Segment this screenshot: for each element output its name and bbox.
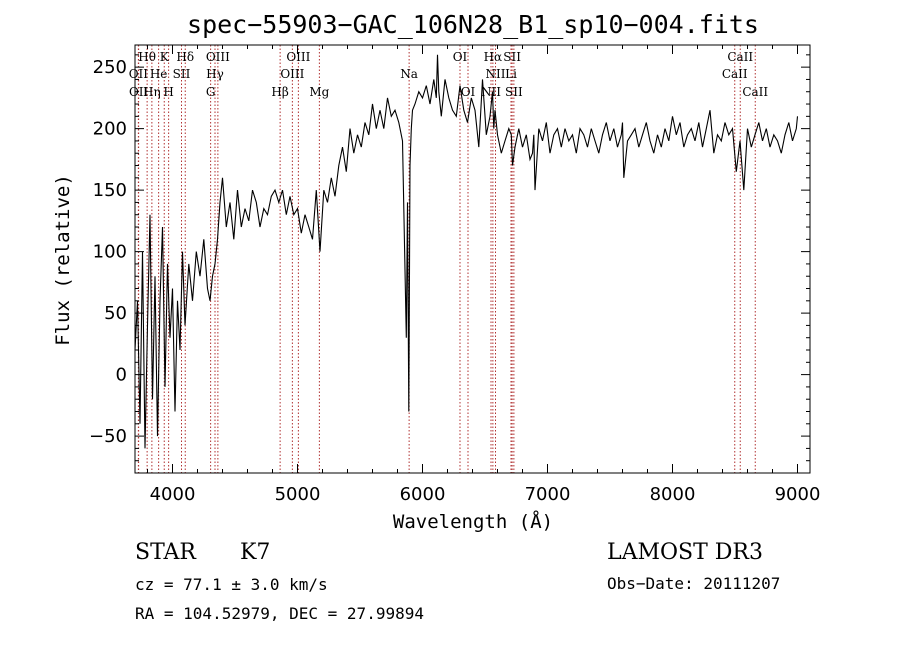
line-marker-label-23: NII xyxy=(481,85,501,99)
line-marker-label-15: Mg xyxy=(309,85,329,99)
line-marker-label-10: Hγ xyxy=(206,67,224,81)
line-marker-label-27: CaII xyxy=(742,85,768,99)
x-tick-label-4: 8000 xyxy=(650,484,696,505)
line-marker-label-16: Na xyxy=(400,67,418,81)
x-tick-label-0: 4000 xyxy=(150,484,196,505)
x-tick-label-1: 5000 xyxy=(275,484,321,505)
line-marker-label-14: Hβ xyxy=(271,85,288,99)
line-marker-label-17: OI xyxy=(453,50,468,64)
y-tick-label-0: −50 xyxy=(89,426,127,447)
x-tick-label-3: 7000 xyxy=(525,484,571,505)
x-tick-label-2: 6000 xyxy=(400,484,446,505)
y-axis-label: Flux (relative) xyxy=(52,174,74,346)
y-tick-label-1: 0 xyxy=(116,365,127,386)
line-marker-label-25: CaII xyxy=(727,50,753,64)
y-tick-label-2: 50 xyxy=(104,303,127,324)
line-marker-label-18: OI xyxy=(461,85,476,99)
spectrum-line xyxy=(134,54,799,449)
x-axis-label: Wavelength (Å) xyxy=(393,510,553,533)
y-tick-label-3: 100 xyxy=(93,242,127,263)
line-marker-label-21: NII xyxy=(486,67,506,81)
line-marker-label-6: Hδ xyxy=(176,50,194,64)
y-axis-ticks: −50 0 50 100 150 200 250 xyxy=(89,54,810,462)
line-marker-label-7: SII xyxy=(173,67,191,81)
survey-name: LAMOST DR3 xyxy=(607,540,763,565)
line-marker-label-5: Hη xyxy=(143,85,161,99)
line-marker-label-20: SII xyxy=(503,50,521,64)
plot-frame xyxy=(134,44,811,474)
line-marker-label-4: He xyxy=(150,67,168,81)
chart-title: spec−55903−GAC_106N28_B1_sp10−004.fits xyxy=(187,10,759,39)
x-axis-ticks: 4000 5000 6000 7000 8000 9000 xyxy=(147,45,821,505)
line-marker-label-9: OIII xyxy=(206,50,230,64)
x-tick-label-5: 9000 xyxy=(775,484,821,505)
y-tick-label-4: 150 xyxy=(93,180,127,201)
line-marker-label-22: Li xyxy=(505,67,517,81)
line-marker-label-13: OIII xyxy=(280,67,304,81)
line-marker-label-3: K xyxy=(160,50,170,64)
redshift-cz: cz = 77.1 ± 3.0 km/s xyxy=(135,575,328,594)
line-markers xyxy=(137,45,756,473)
line-marker-label-26: CaII xyxy=(722,67,748,81)
ra-dec: RA = 104.52979, DEC = 27.99894 xyxy=(135,604,424,623)
y-tick-label-5: 200 xyxy=(93,119,127,140)
line-marker-label-1: OII xyxy=(129,67,149,81)
line-marker-label-8: H xyxy=(163,85,173,99)
line-marker-label-24: SII xyxy=(505,85,523,99)
observation-date: Obs−Date: 20111207 xyxy=(607,574,780,593)
y-tick-label-6: 250 xyxy=(93,57,127,78)
star-subclass: K7 xyxy=(240,540,270,565)
line-marker-label-0: Hθ xyxy=(138,50,156,64)
line-marker-label-12: OIII xyxy=(286,50,310,64)
star-class: STAR xyxy=(135,540,197,565)
line-marker-label-11: G xyxy=(206,85,216,99)
line-marker-label-19: Hα xyxy=(484,50,503,64)
